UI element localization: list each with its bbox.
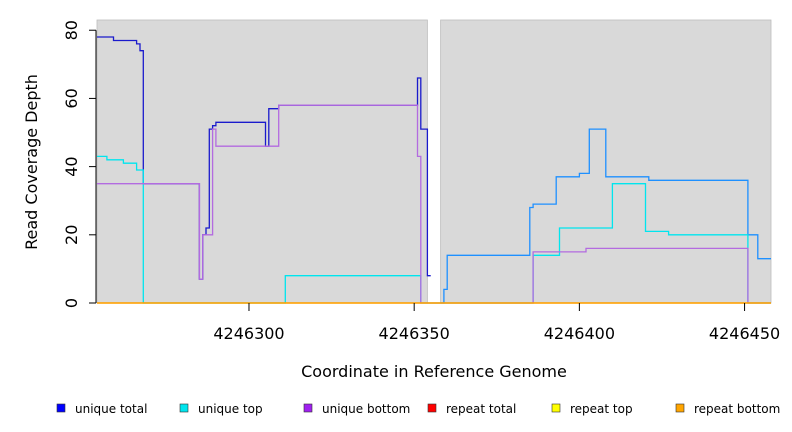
legend-swatch bbox=[56, 403, 66, 413]
series-line-4 bbox=[97, 104, 771, 304]
x-tick-label: 4246450 bbox=[709, 324, 780, 343]
series-layer bbox=[97, 36, 771, 304]
legend-label: unique top bbox=[198, 402, 263, 416]
axes: 0 20 40 60 80 4246300 4246350 4246400 4246450 bbox=[62, 20, 780, 343]
legend-swatch bbox=[179, 403, 189, 413]
legend-label: unique bottom bbox=[322, 402, 410, 416]
y-axis-title: Read Coverage Depth bbox=[22, 74, 41, 250]
legend-swatch bbox=[303, 403, 313, 413]
series-line-1 bbox=[97, 36, 431, 280]
legend-label: repeat total bbox=[446, 402, 516, 416]
series-line-2 bbox=[440, 128, 771, 304]
legend-swatch bbox=[427, 403, 437, 413]
legend-label: unique total bbox=[75, 402, 147, 416]
x-tick-label: 4246350 bbox=[379, 324, 450, 343]
legend-label: repeat top bbox=[570, 402, 633, 416]
y-tick-label: 80 bbox=[62, 20, 81, 40]
y-tick-label: 40 bbox=[62, 156, 81, 176]
legend-swatch bbox=[551, 403, 561, 413]
y-tick-label: 0 bbox=[62, 298, 81, 308]
x-axis-title: Coordinate in Reference Genome bbox=[301, 362, 567, 381]
plot-panels bbox=[96, 19, 772, 304]
x-tick-label: 4246300 bbox=[213, 324, 284, 343]
legend-label: repeat bottom bbox=[694, 402, 780, 416]
y-tick-label: 60 bbox=[62, 88, 81, 108]
panel-background-1 bbox=[96, 19, 428, 304]
x-tick-label: 4246400 bbox=[544, 324, 615, 343]
y-tick-label: 20 bbox=[62, 225, 81, 245]
legend-swatch bbox=[675, 403, 685, 413]
legend: unique total unique top unique bottom repea… bbox=[56, 402, 780, 416]
